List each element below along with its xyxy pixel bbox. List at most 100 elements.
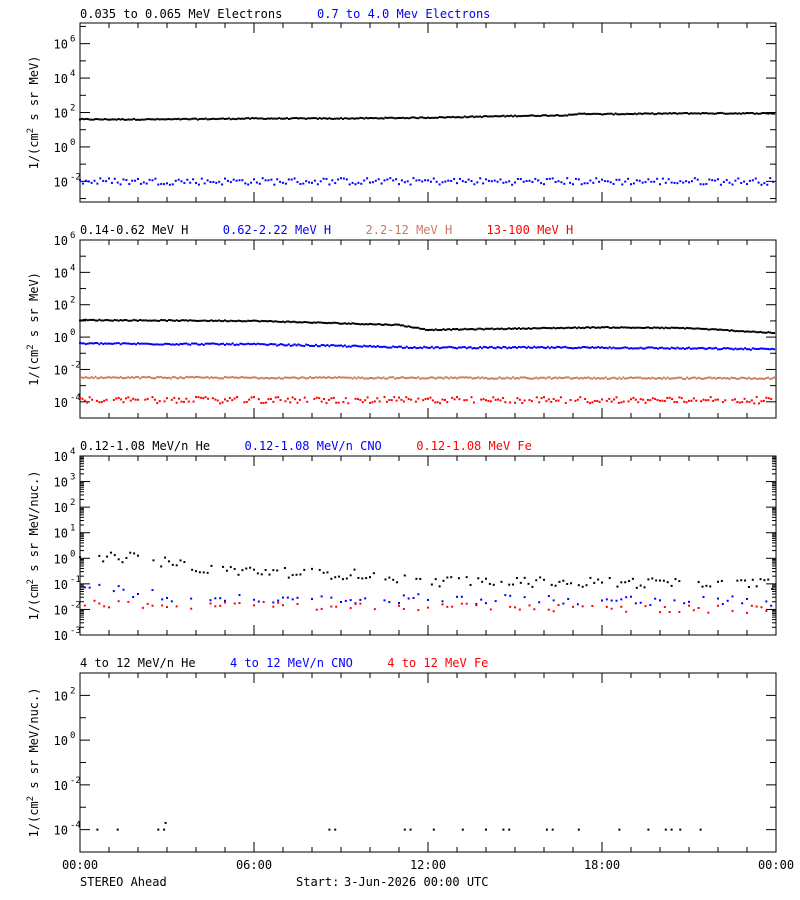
data-point (421, 180, 424, 183)
data-point (759, 377, 762, 380)
data-point (664, 326, 667, 329)
data-point (523, 346, 526, 349)
data-point (79, 377, 81, 380)
data-point (388, 601, 391, 604)
data-point (610, 400, 613, 403)
data-point (744, 330, 747, 333)
data-point (399, 324, 402, 327)
data-point (460, 595, 463, 598)
data-point (773, 348, 776, 351)
data-point (189, 343, 192, 346)
data-point (500, 327, 503, 330)
data-point (215, 181, 218, 184)
data-point (693, 327, 696, 330)
data-point (668, 327, 671, 330)
data-point (676, 376, 679, 379)
data-point (177, 178, 180, 181)
data-point (675, 401, 678, 404)
data-point (514, 377, 516, 380)
data-point (722, 377, 725, 380)
data-point (453, 398, 456, 401)
data-point (649, 112, 652, 115)
data-point (280, 117, 283, 120)
data-point (282, 343, 284, 346)
data-point (454, 116, 457, 119)
data-point (457, 376, 460, 379)
data-point (612, 113, 615, 116)
data-point (591, 345, 594, 348)
data-point (303, 568, 306, 571)
data-point (512, 346, 515, 349)
data-point (189, 118, 192, 121)
data-point (216, 343, 219, 346)
data-point (765, 377, 768, 380)
data-point (678, 580, 681, 583)
data-point (568, 376, 571, 379)
data-point (82, 342, 85, 345)
data-point (121, 561, 124, 564)
data-point (274, 320, 277, 323)
data-point (360, 182, 363, 185)
data-point (245, 376, 248, 379)
data-point (508, 115, 511, 118)
data-point (717, 604, 719, 607)
data-point (529, 114, 532, 117)
data-point (286, 397, 289, 400)
data-point (702, 183, 705, 186)
data-point (303, 396, 306, 399)
data-point (430, 116, 433, 119)
data-point (692, 609, 695, 612)
data-point (562, 579, 565, 582)
data-point (515, 327, 518, 330)
data-point (170, 600, 173, 603)
data-point (510, 377, 513, 380)
data-point (303, 376, 306, 379)
data-point (332, 344, 335, 347)
data-point (158, 118, 161, 121)
data-point (309, 376, 312, 379)
data-point (166, 342, 168, 345)
data-point (486, 327, 489, 330)
data-point (104, 319, 107, 322)
data-point (529, 346, 532, 349)
data-point (591, 326, 594, 329)
data-point (351, 181, 354, 184)
data-point (206, 179, 209, 182)
data-point (193, 117, 196, 120)
data-point (624, 581, 627, 584)
data-point (272, 343, 275, 346)
data-point (693, 347, 696, 350)
data-point (392, 323, 395, 326)
data-point (219, 604, 222, 607)
data-point (168, 183, 171, 186)
data-point (581, 377, 584, 380)
data-point (191, 375, 194, 378)
data-point (406, 180, 409, 183)
data-point (715, 112, 718, 115)
data-point (152, 377, 155, 380)
data-point (289, 401, 292, 404)
data-point (109, 118, 112, 121)
data-point (533, 608, 536, 611)
data-point (472, 401, 475, 404)
data-point (606, 377, 609, 380)
data-point (596, 400, 599, 403)
data-point (148, 343, 151, 346)
data-point (581, 346, 584, 349)
data-point (575, 113, 578, 116)
data-point (237, 319, 240, 322)
data-point (771, 377, 774, 380)
data-point (103, 605, 106, 608)
data-point (119, 118, 122, 121)
data-point (241, 569, 244, 572)
data-point (332, 376, 335, 379)
data-point (515, 576, 518, 579)
data-point (766, 183, 769, 186)
data-point (117, 319, 120, 322)
data-point (711, 328, 714, 331)
data-point (490, 115, 493, 118)
data-point (605, 605, 608, 608)
data-point (615, 599, 618, 602)
data-point (668, 112, 671, 115)
data-point (518, 608, 521, 611)
